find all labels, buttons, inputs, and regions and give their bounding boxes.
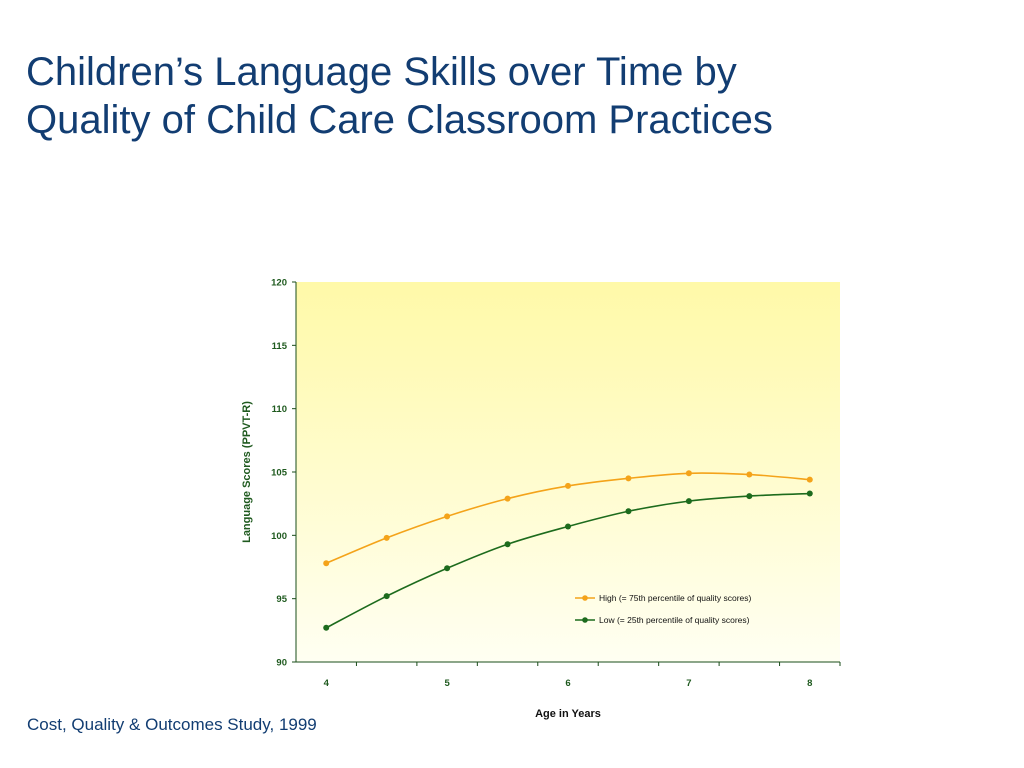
- data-point-high: [685, 470, 692, 477]
- slide-title-line-2: Quality of Child Care Classroom Practice…: [26, 98, 773, 142]
- plot-area: [296, 282, 840, 662]
- data-point-high: [444, 513, 451, 520]
- series-group: [323, 470, 813, 631]
- legend-low-marker: [582, 617, 588, 623]
- legend: High (= 75th percentile of quality score…: [575, 593, 752, 625]
- y-tick-label: 105: [271, 468, 288, 479]
- slide-title: Children’s Language Skills over Time by …: [26, 48, 986, 144]
- legend-low-label: Low (= 25th percentile of quality scores…: [599, 615, 750, 625]
- data-point-high: [806, 476, 813, 483]
- data-point-high: [504, 495, 511, 502]
- y-tick-label: 120: [271, 278, 287, 289]
- x-tick-label: 8: [807, 678, 812, 689]
- data-point-low: [565, 523, 571, 530]
- x-axis-label: Age in Years: [535, 708, 601, 720]
- data-point-low: [806, 490, 813, 497]
- data-point-low: [685, 498, 692, 505]
- legend-high-label: High (= 75th percentile of quality score…: [599, 593, 752, 603]
- axes: 90 95 100 105 110 115 120 4 5 6 7 8: [271, 278, 841, 689]
- source-citation: Cost, Quality & Outcomes Study, 1999: [27, 715, 317, 734]
- x-tick-label: 7: [686, 678, 691, 689]
- data-point-low: [504, 541, 511, 548]
- y-tick-label: 110: [272, 404, 287, 415]
- data-point-low: [444, 565, 451, 572]
- y-tick-label: 100: [271, 531, 287, 542]
- data-point-low: [746, 493, 753, 500]
- y-tick-label: 95: [276, 594, 287, 605]
- data-point-high: [746, 471, 753, 478]
- data-point-low: [323, 624, 330, 631]
- y-tick-label: 90: [276, 658, 287, 669]
- data-point-high: [625, 475, 632, 482]
- legend-high-marker: [582, 595, 588, 601]
- y-tick-label: 115: [272, 341, 288, 352]
- data-point-high: [565, 482, 571, 489]
- slide-title-line-1: Children’s Language Skills over Time by: [26, 50, 737, 94]
- data-point-low: [625, 508, 632, 515]
- x-tick-label: 4: [324, 678, 330, 689]
- x-tick-label: 5: [444, 678, 450, 689]
- data-point-low: [383, 593, 390, 600]
- series-line-low: [325, 492, 810, 629]
- x-tick-label: 6: [565, 678, 570, 689]
- data-point-high: [323, 560, 330, 567]
- y-axis-label: Language Scores (PPVT-R): [241, 401, 253, 543]
- data-point-high: [383, 534, 390, 541]
